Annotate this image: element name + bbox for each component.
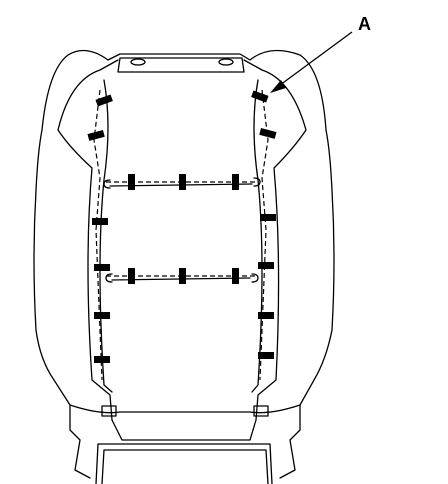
callout-label-a: A bbox=[358, 14, 371, 34]
right-retaining-wire bbox=[259, 89, 269, 381]
callout-arrowhead bbox=[270, 80, 286, 93]
right-slot bbox=[253, 405, 269, 417]
left-bolster-line bbox=[57, 59, 119, 421]
headrest-plate bbox=[117, 57, 245, 73]
upper-left-hook bbox=[103, 179, 111, 189]
clip-left-1 bbox=[95, 94, 113, 107]
bottom-panel bbox=[95, 443, 273, 484]
bottom-panel-inner bbox=[101, 449, 269, 484]
inner-panel-right-edge bbox=[251, 79, 263, 393]
clip-lower-wire-1 bbox=[128, 268, 135, 284]
clip-right-5 bbox=[258, 312, 274, 319]
left-retaining-wire bbox=[93, 89, 103, 381]
clip-left-4 bbox=[94, 264, 110, 271]
clip-upper-wire-3 bbox=[232, 174, 239, 190]
clip-right-4 bbox=[258, 262, 274, 269]
lower-left-hook bbox=[105, 273, 113, 283]
callout-leader-line bbox=[275, 31, 353, 89]
left-slot bbox=[101, 405, 117, 417]
clip-right-6 bbox=[258, 352, 274, 359]
clip-left-2 bbox=[87, 130, 105, 141]
clip-lower-wire-2 bbox=[179, 268, 186, 284]
clip-right-2 bbox=[259, 128, 277, 139]
inner-panel-left-edge bbox=[99, 79, 113, 393]
headrest-hole-right bbox=[218, 58, 234, 66]
clip-right-3 bbox=[260, 214, 276, 221]
clip-left-5 bbox=[94, 312, 110, 319]
clip-left-6 bbox=[94, 356, 110, 363]
lower-frame bbox=[69, 404, 301, 414]
clip-left-3 bbox=[92, 218, 108, 225]
headrest-hole-left bbox=[130, 58, 146, 66]
lower-right-hook bbox=[251, 273, 259, 283]
clip-upper-wire-1 bbox=[128, 174, 135, 190]
seat-back-outer-outline bbox=[33, 49, 335, 479]
clip-upper-wire-2 bbox=[179, 174, 186, 190]
clip-lower-wire-3 bbox=[232, 268, 239, 284]
clip-right-1 bbox=[251, 90, 269, 103]
upper-right-hook bbox=[253, 177, 261, 187]
lower-frame-inner bbox=[111, 419, 257, 441]
right-bolster-line bbox=[243, 59, 307, 421]
